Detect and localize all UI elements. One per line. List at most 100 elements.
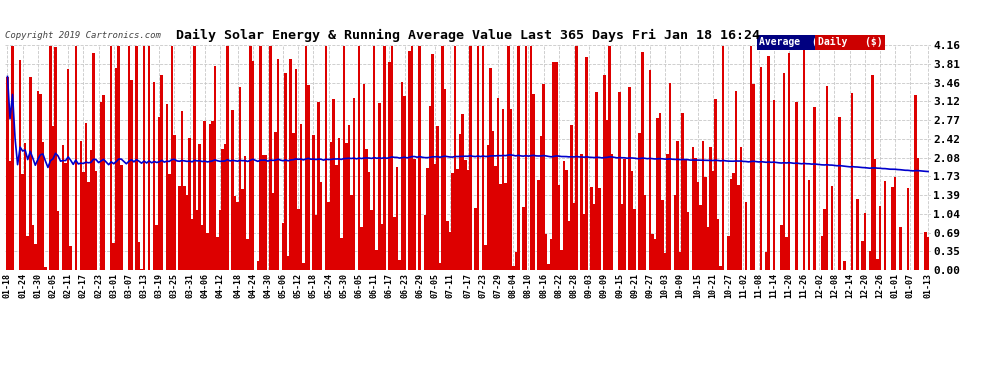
Bar — [165, 104, 168, 270]
Bar — [560, 250, 562, 270]
Bar — [282, 223, 284, 270]
Bar — [6, 76, 9, 270]
Bar — [692, 147, 694, 270]
Bar — [580, 154, 583, 270]
Bar — [453, 45, 456, 270]
Bar — [191, 219, 193, 270]
Bar — [861, 241, 863, 270]
Bar — [84, 123, 87, 270]
Title: Daily Solar Energy & Running Average Value Last 365 Days Fri Jan 18 16:24: Daily Solar Energy & Running Average Val… — [176, 29, 759, 42]
Bar — [221, 149, 224, 270]
Bar — [666, 154, 669, 270]
Bar — [340, 238, 343, 270]
Text: Average  ($): Average ($) — [759, 37, 830, 47]
Bar — [64, 163, 67, 270]
Bar — [596, 92, 598, 270]
Bar — [69, 246, 72, 270]
Bar — [783, 73, 785, 270]
Bar — [619, 92, 621, 270]
Bar — [201, 225, 204, 270]
Bar — [803, 45, 806, 270]
Bar — [843, 261, 845, 270]
Bar — [505, 183, 507, 270]
Bar — [699, 205, 702, 270]
Bar — [42, 142, 45, 270]
Bar — [831, 186, 834, 270]
Bar — [110, 45, 113, 270]
Bar — [100, 102, 102, 270]
Bar — [925, 232, 927, 270]
Bar — [788, 53, 790, 270]
Bar — [482, 45, 484, 270]
Bar — [168, 174, 170, 270]
Bar — [138, 242, 141, 270]
Bar — [320, 182, 323, 270]
Bar — [448, 232, 451, 270]
Bar — [540, 136, 543, 270]
Bar — [891, 187, 894, 270]
Bar — [669, 83, 671, 270]
Bar — [403, 96, 406, 270]
Bar — [439, 263, 442, 270]
Bar — [715, 99, 717, 270]
Bar — [839, 117, 841, 270]
Bar — [272, 193, 274, 270]
Bar — [914, 94, 917, 270]
Bar — [115, 68, 118, 270]
Bar — [22, 174, 24, 270]
Bar — [686, 212, 689, 270]
Bar — [497, 98, 499, 270]
Bar — [570, 125, 573, 270]
Bar — [148, 45, 150, 270]
Bar — [362, 84, 365, 270]
Bar — [780, 225, 783, 270]
Bar — [51, 126, 54, 270]
Bar — [50, 45, 51, 270]
Bar — [760, 68, 762, 270]
Bar — [170, 45, 173, 270]
Bar — [851, 93, 853, 270]
Bar — [102, 95, 105, 270]
Bar — [583, 214, 585, 270]
Bar — [211, 122, 214, 270]
Bar — [383, 45, 385, 270]
Bar — [727, 237, 730, 270]
Bar — [651, 234, 653, 270]
Bar — [249, 45, 251, 270]
Bar — [287, 256, 289, 270]
Bar — [39, 94, 42, 270]
Bar — [426, 168, 429, 270]
Bar — [676, 141, 679, 270]
Bar — [292, 133, 295, 270]
Bar — [593, 204, 596, 270]
Bar — [244, 156, 247, 270]
Bar — [198, 144, 201, 270]
Bar — [547, 264, 550, 270]
Bar — [56, 211, 59, 270]
Bar — [247, 239, 249, 270]
Bar — [653, 239, 656, 270]
Bar — [631, 171, 634, 270]
Bar — [868, 251, 871, 270]
Bar — [795, 102, 798, 270]
Bar — [507, 45, 510, 270]
Bar — [27, 236, 29, 270]
Bar — [11, 45, 14, 270]
Bar — [484, 244, 487, 270]
Bar — [871, 75, 874, 270]
Bar — [533, 94, 535, 270]
Bar — [749, 45, 752, 270]
Bar — [300, 124, 302, 270]
Text: Copyright 2019 Cartronics.com: Copyright 2019 Cartronics.com — [5, 32, 160, 40]
Bar — [648, 70, 651, 270]
Bar — [487, 145, 489, 270]
Bar — [196, 210, 198, 270]
Bar — [767, 56, 770, 270]
Bar — [681, 113, 684, 270]
Bar — [24, 143, 27, 270]
Bar — [894, 177, 897, 270]
Bar — [552, 62, 555, 270]
Bar — [717, 219, 720, 270]
Bar — [515, 252, 517, 270]
Bar — [446, 221, 448, 270]
